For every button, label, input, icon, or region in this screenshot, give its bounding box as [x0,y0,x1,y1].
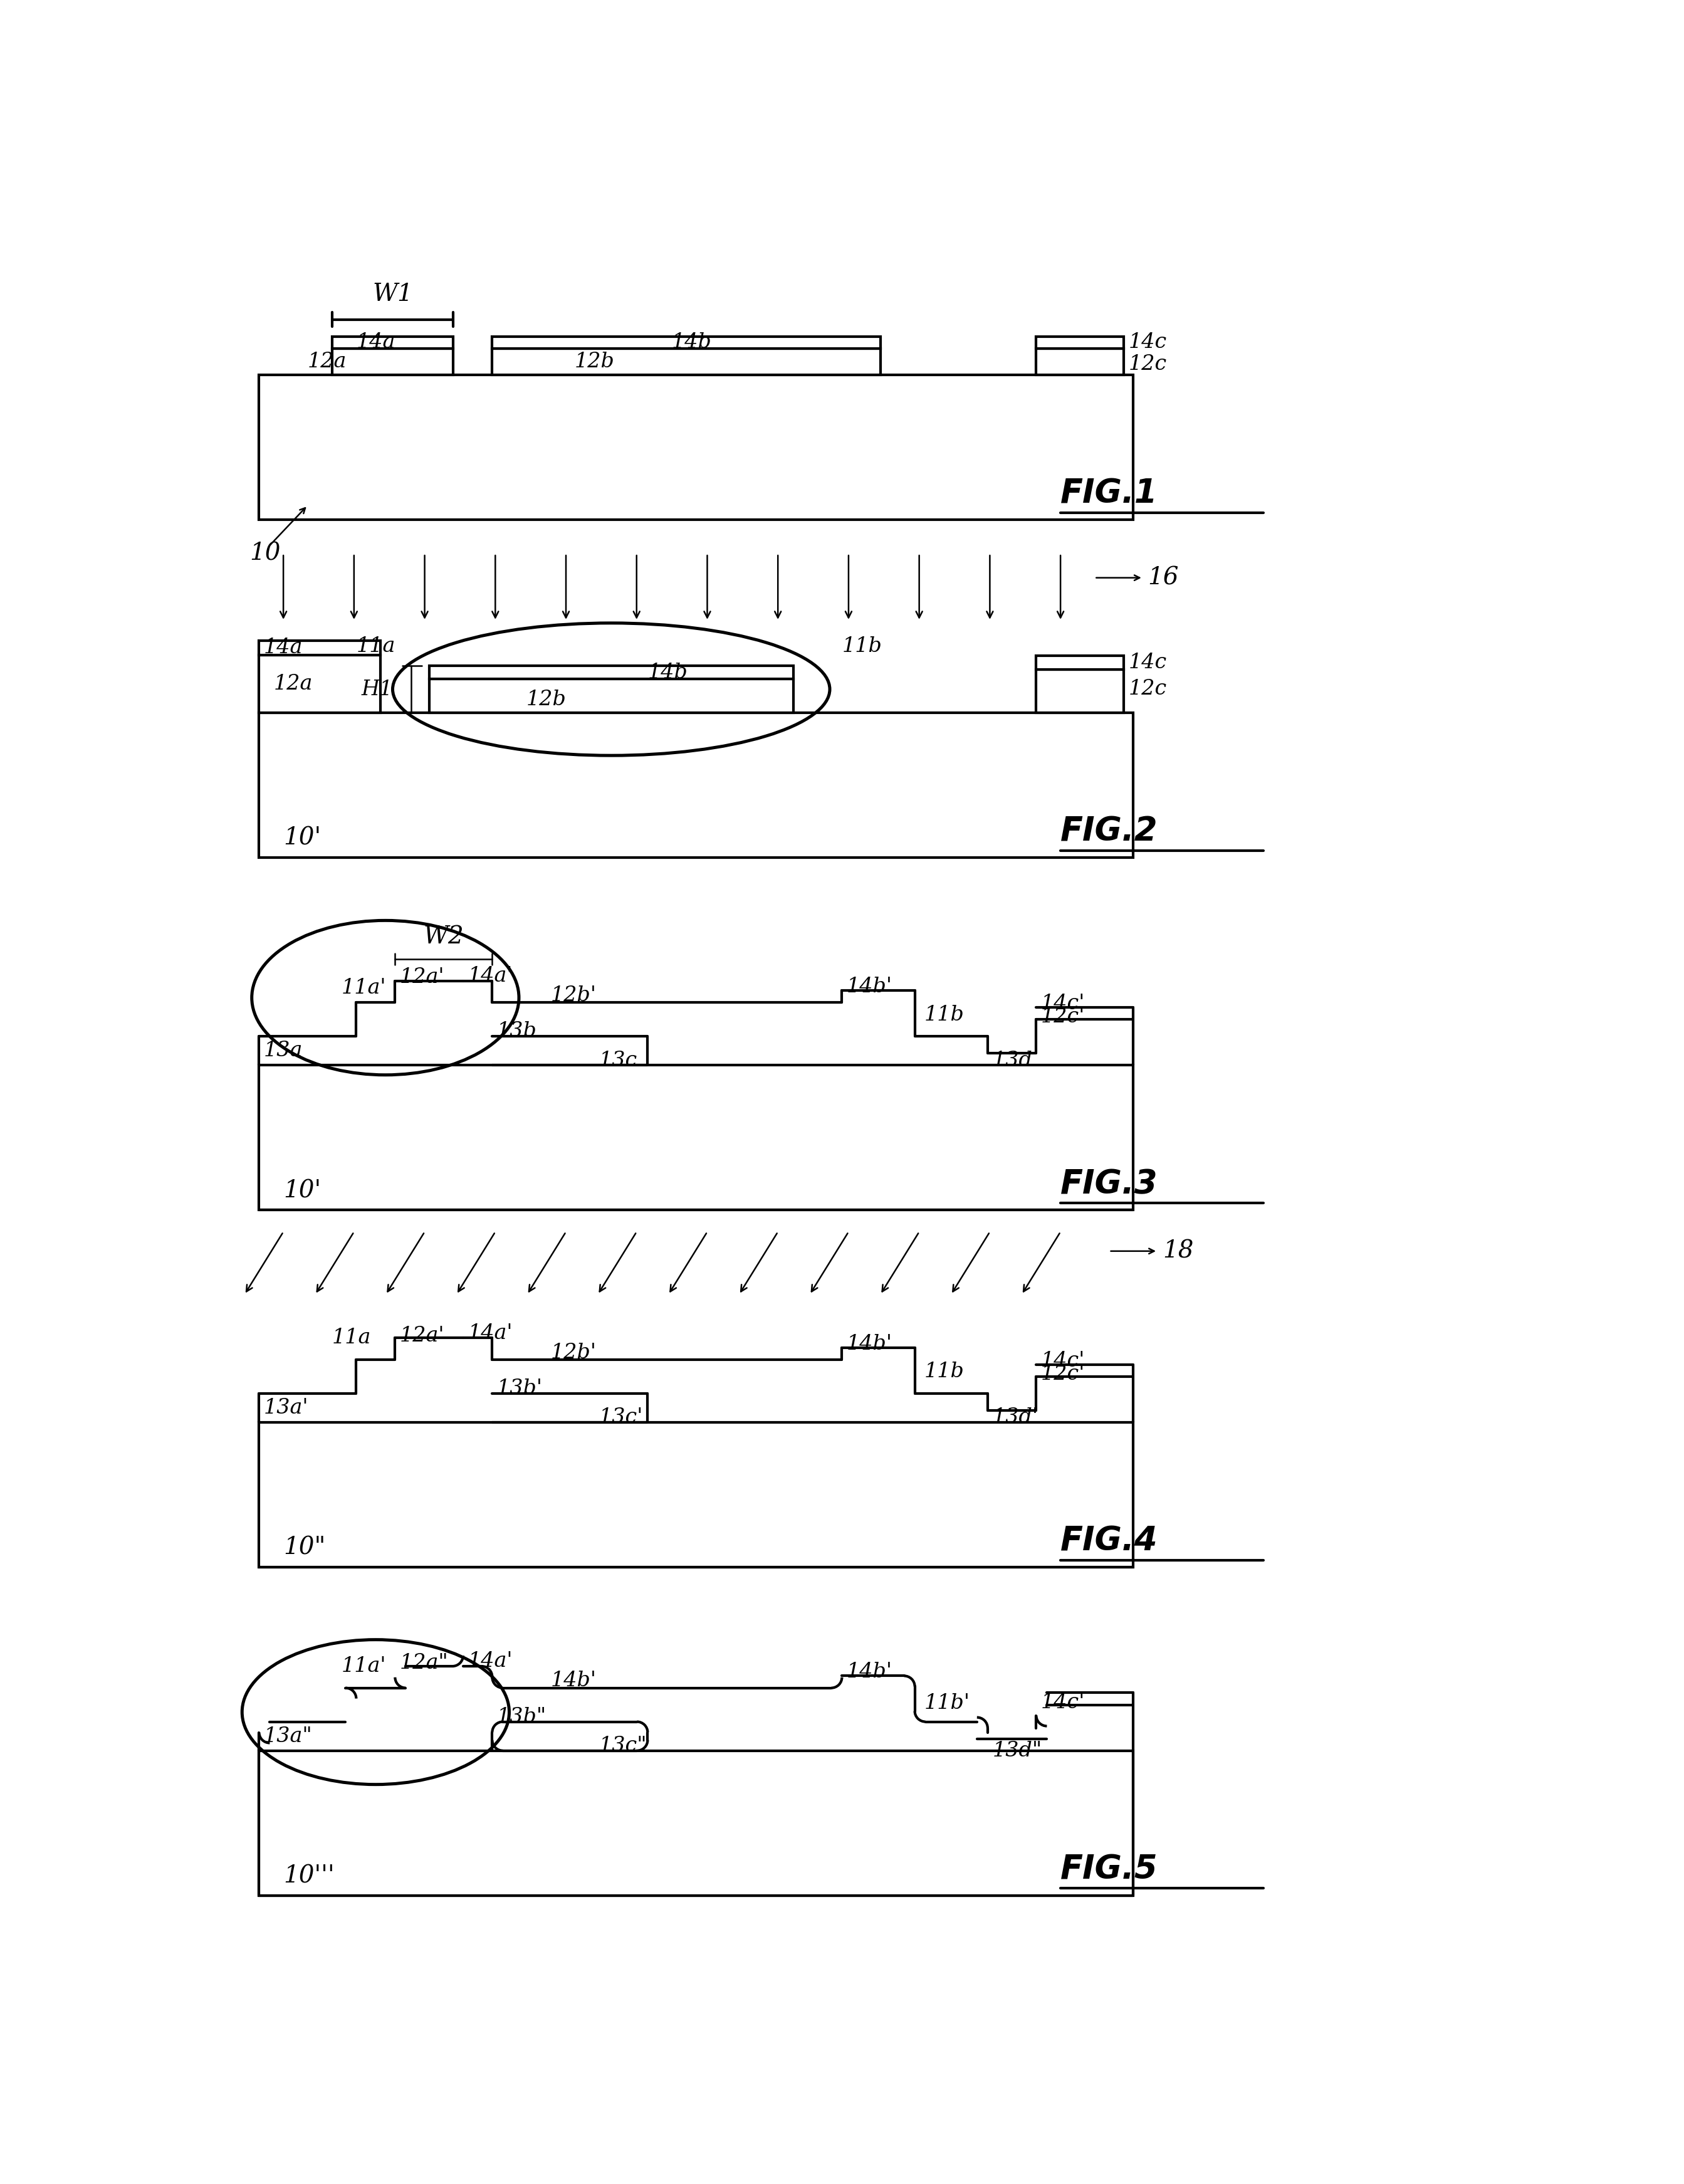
Text: 11b: 11b [925,1005,965,1024]
Text: 14b': 14b' [551,1671,596,1690]
Text: 12a': 12a' [399,1326,445,1345]
Text: 10''': 10''' [283,1865,335,1887]
Text: 11a: 11a [357,636,396,657]
Text: 12a: 12a [308,352,347,371]
Text: FIG.3: FIG.3 [1061,1168,1159,1201]
Text: 13c': 13c' [600,1409,643,1428]
Text: 10': 10' [283,828,322,850]
Text: W2: W2 [423,926,463,948]
Text: 11a: 11a [332,1328,370,1348]
Bar [259,655,381,712]
Text: 11b: 11b [925,1363,965,1382]
Text: 13d': 13d' [992,1409,1039,1428]
Bar [492,349,881,376]
Text: 13a": 13a" [264,1725,313,1747]
Text: 14a': 14a' [468,965,512,985]
Bar [429,679,793,712]
Bar [259,1752,1133,1896]
Text: FIG.4: FIG.4 [1061,1524,1159,1557]
Text: 13b': 13b' [497,1378,542,1398]
Bar [259,640,381,655]
Bar [1036,670,1123,712]
Text: 13a': 13a' [264,1398,308,1417]
Bar [1036,336,1123,349]
Text: 14c': 14c' [1041,1693,1084,1712]
Bar [429,666,793,679]
Text: 14c': 14c' [1041,1350,1084,1372]
Text: 14b: 14b [672,332,712,352]
Bar [1036,349,1123,376]
Text: 10': 10' [283,1179,322,1203]
Bar [492,336,881,349]
Bar [259,1422,1133,1568]
Bar [332,336,453,349]
Text: 12b': 12b' [551,1343,596,1363]
Bar [259,376,1133,520]
Text: 14c: 14c [1128,332,1167,352]
Text: 14b: 14b [648,662,687,681]
Text: 14b': 14b' [847,976,893,996]
Text: 11a': 11a' [342,978,386,998]
Text: 12a': 12a' [399,968,445,987]
Text: 14a': 14a' [468,1651,512,1671]
Text: 14b': 14b' [847,1662,893,1682]
Text: 14a': 14a' [468,1324,512,1343]
Text: 13b": 13b" [497,1708,547,1728]
Text: 12b': 12b' [551,985,596,1005]
Text: W1: W1 [372,282,413,306]
Text: 13c": 13c" [600,1736,647,1756]
Text: 18: 18 [1162,1241,1194,1262]
Text: 12a: 12a [273,675,313,695]
Bar [1036,655,1123,670]
Text: 12c: 12c [1128,354,1167,373]
Text: 14a: 14a [264,638,303,657]
Text: FIG.2: FIG.2 [1061,815,1159,847]
Text: 12b: 12b [574,352,615,371]
Text: 10: 10 [249,542,280,566]
Bar [259,712,1133,858]
Text: 12c': 12c' [1041,1007,1084,1026]
Text: H1: H1 [360,679,392,699]
Text: 13b: 13b [497,1022,537,1042]
Text: 12c: 12c [1128,679,1167,699]
Text: 11a': 11a' [342,1655,386,1677]
Text: 13d": 13d" [992,1741,1042,1760]
Bar [259,1066,1133,1210]
Text: FIG.1: FIG.1 [1061,478,1159,511]
Text: 14c: 14c [1128,653,1167,673]
Text: 14b': 14b' [847,1334,893,1354]
Text: 11b: 11b [842,636,882,657]
Text: 14c': 14c' [1041,994,1084,1013]
Text: 12b: 12b [525,690,566,710]
Text: 14a: 14a [357,332,396,352]
Bar [332,349,453,376]
Text: 10": 10" [283,1535,325,1559]
Text: 11b': 11b' [925,1693,970,1714]
Text: 16: 16 [1148,566,1179,590]
Text: 13d: 13d [992,1051,1032,1070]
Text: 13c: 13c [600,1051,638,1070]
Text: FIG.5: FIG.5 [1061,1854,1159,1885]
Text: 13a: 13a [264,1042,303,1061]
Text: 12c': 12c' [1041,1365,1084,1385]
Text: 12a": 12a" [399,1653,448,1673]
